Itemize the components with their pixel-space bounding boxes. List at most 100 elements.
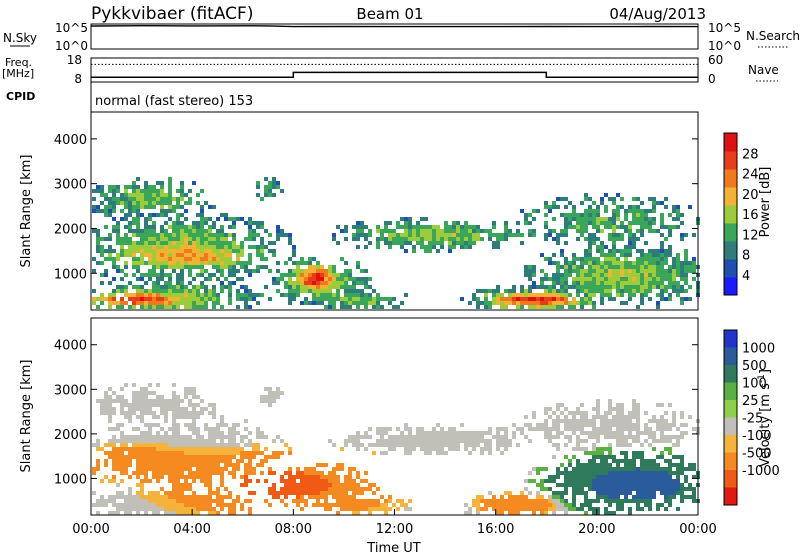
power-cell bbox=[372, 297, 376, 301]
velocity-cell bbox=[512, 507, 516, 511]
power-cell bbox=[112, 261, 116, 265]
velocity-cell bbox=[488, 431, 492, 435]
power-cell bbox=[628, 281, 632, 285]
velocity-cell bbox=[384, 511, 388, 515]
power-cell bbox=[208, 229, 212, 233]
power-cell bbox=[456, 241, 460, 245]
power-cell bbox=[304, 261, 308, 265]
velocity-cell bbox=[400, 431, 404, 435]
velocity-cell bbox=[600, 423, 604, 427]
power-cell bbox=[152, 285, 156, 289]
power-cell bbox=[612, 237, 616, 241]
velocity-cell bbox=[192, 395, 196, 399]
power-cell bbox=[124, 265, 128, 269]
power-cell bbox=[172, 253, 176, 257]
power-cell bbox=[296, 285, 300, 289]
power-cell bbox=[520, 297, 524, 301]
power-cell bbox=[532, 293, 536, 297]
power-cell bbox=[596, 221, 600, 225]
power-cell bbox=[116, 201, 120, 205]
power-cell bbox=[560, 301, 564, 305]
velocity-cell bbox=[328, 439, 332, 443]
power-cell bbox=[152, 273, 156, 277]
power-cell bbox=[244, 297, 248, 301]
power-cell bbox=[684, 265, 688, 269]
power-cell bbox=[536, 285, 540, 289]
power-cell bbox=[152, 205, 156, 209]
velocity-cell bbox=[628, 483, 632, 487]
velocity-cell bbox=[308, 495, 312, 499]
velocity-cell bbox=[664, 411, 668, 415]
velocity-cell bbox=[112, 499, 116, 503]
power-cell bbox=[148, 241, 152, 245]
power-cell bbox=[100, 273, 104, 277]
power-cell bbox=[96, 249, 100, 253]
power-cell bbox=[220, 233, 224, 237]
velocity-cell bbox=[496, 431, 500, 435]
power-cell bbox=[544, 213, 548, 217]
power-cell bbox=[188, 225, 192, 229]
velocity-cell bbox=[144, 447, 148, 451]
velocity-cell bbox=[200, 435, 204, 439]
power-cell bbox=[612, 257, 616, 261]
velocity-cell bbox=[164, 503, 168, 507]
power-cell bbox=[212, 257, 216, 261]
power-cell bbox=[596, 225, 600, 229]
power-cell bbox=[204, 305, 208, 309]
velocity-cell bbox=[172, 431, 176, 435]
velocity-cell bbox=[492, 435, 496, 439]
power-cell bbox=[668, 285, 672, 289]
power-cell bbox=[636, 221, 640, 225]
power-cell bbox=[352, 225, 356, 229]
velocity-cell bbox=[576, 487, 580, 491]
velocity-cell bbox=[96, 499, 100, 503]
power-cell bbox=[572, 285, 576, 289]
power-cell bbox=[664, 253, 668, 257]
velocity-cell bbox=[140, 507, 144, 511]
velocity-cell bbox=[112, 447, 116, 451]
power-cell bbox=[212, 221, 216, 225]
power-cell bbox=[664, 225, 668, 229]
power-cell bbox=[164, 301, 168, 305]
power-cell bbox=[136, 213, 140, 217]
velocity-cell bbox=[596, 487, 600, 491]
power-cell bbox=[136, 241, 140, 245]
power-cell bbox=[640, 229, 644, 233]
power-cell bbox=[304, 285, 308, 289]
power-cell bbox=[296, 293, 300, 297]
velocity-cell bbox=[528, 503, 532, 507]
power-cell bbox=[308, 277, 312, 281]
power-cell bbox=[140, 241, 144, 245]
power-cell bbox=[404, 233, 408, 237]
velocity-cell bbox=[408, 435, 412, 439]
velocity-cell bbox=[644, 431, 648, 435]
velocity-cell bbox=[100, 447, 104, 451]
power-cell bbox=[128, 229, 132, 233]
velocity-cell bbox=[128, 415, 132, 419]
velocity-cell bbox=[404, 503, 408, 507]
power-cell bbox=[660, 269, 664, 273]
power-cell bbox=[604, 273, 608, 277]
velocity-cell bbox=[576, 407, 580, 411]
power-cell bbox=[420, 225, 424, 229]
velocity-cell bbox=[296, 491, 300, 495]
velocity-cell bbox=[140, 435, 144, 439]
velocity-cell bbox=[276, 391, 280, 395]
velocity-cell bbox=[528, 491, 532, 495]
power-cell bbox=[604, 225, 608, 229]
power-cell bbox=[668, 265, 672, 269]
velocity-cell bbox=[172, 447, 176, 451]
velocity-cell bbox=[664, 495, 668, 499]
power-cell bbox=[580, 265, 584, 269]
power-cell bbox=[124, 193, 128, 197]
velocity-cell bbox=[552, 427, 556, 431]
velocity-cell bbox=[664, 447, 668, 451]
velocity-cell bbox=[356, 439, 360, 443]
velocity-cell bbox=[504, 427, 508, 431]
velocity-cell bbox=[172, 479, 176, 483]
power-cell bbox=[176, 285, 180, 289]
power-cell bbox=[684, 277, 688, 281]
power-cell bbox=[188, 233, 192, 237]
power-cell bbox=[648, 269, 652, 273]
power-cell bbox=[564, 281, 568, 285]
